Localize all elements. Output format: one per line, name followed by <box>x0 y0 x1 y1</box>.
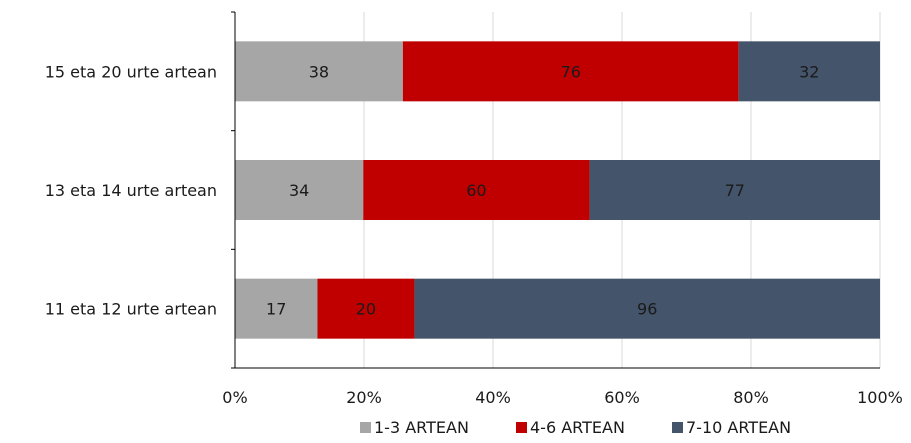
data-label: 34 <box>289 181 309 200</box>
data-label: 38 <box>309 62 329 81</box>
bar-segment <box>402 41 739 102</box>
data-label: 17 <box>266 300 286 319</box>
legend-label: 1-3 ARTEAN <box>374 418 469 437</box>
x-tick-label: 40% <box>475 388 511 407</box>
x-tick-label: 20% <box>346 388 382 407</box>
bar-segment <box>235 160 364 220</box>
data-label: 96 <box>637 300 657 319</box>
bar-segment <box>363 160 590 220</box>
legend-label: 4-6 ARTEAN <box>530 418 625 437</box>
bar-segment <box>235 41 403 102</box>
axes <box>231 11 880 369</box>
legend-swatch <box>516 422 527 433</box>
legend-swatch <box>672 422 683 433</box>
x-tick-label: 60% <box>604 388 640 407</box>
data-label: 60 <box>466 181 486 200</box>
data-label: 76 <box>561 62 581 81</box>
labels: 0% 20% 40% 60% 80% 100% 38 76 32 15 eta 20 urte a… <box>45 62 903 407</box>
x-tick-label: 80% <box>733 388 769 407</box>
data-label: 32 <box>799 62 819 81</box>
data-label: 20 <box>356 300 376 319</box>
bar-segment <box>738 41 880 102</box>
bars <box>235 41 880 339</box>
x-tick-label: 0% <box>222 388 247 407</box>
category-label: 13 eta 14 urte artean <box>45 181 217 200</box>
bar-segment <box>589 160 880 220</box>
legend-swatch <box>360 422 371 433</box>
data-label: 77 <box>725 181 745 200</box>
legend: 1-3 ARTEAN 4-6 ARTEAN 7-10 ARTEAN <box>360 418 791 437</box>
category-label: 15 eta 20 urte artean <box>45 62 217 81</box>
category-label: 11 eta 12 urte artean <box>45 300 217 319</box>
bar-segment <box>235 278 318 339</box>
bar-segment <box>317 278 415 339</box>
x-tick-label: 100% <box>857 388 903 407</box>
legend-label: 7-10 ARTEAN <box>686 418 791 437</box>
bar-segment <box>414 278 880 339</box>
